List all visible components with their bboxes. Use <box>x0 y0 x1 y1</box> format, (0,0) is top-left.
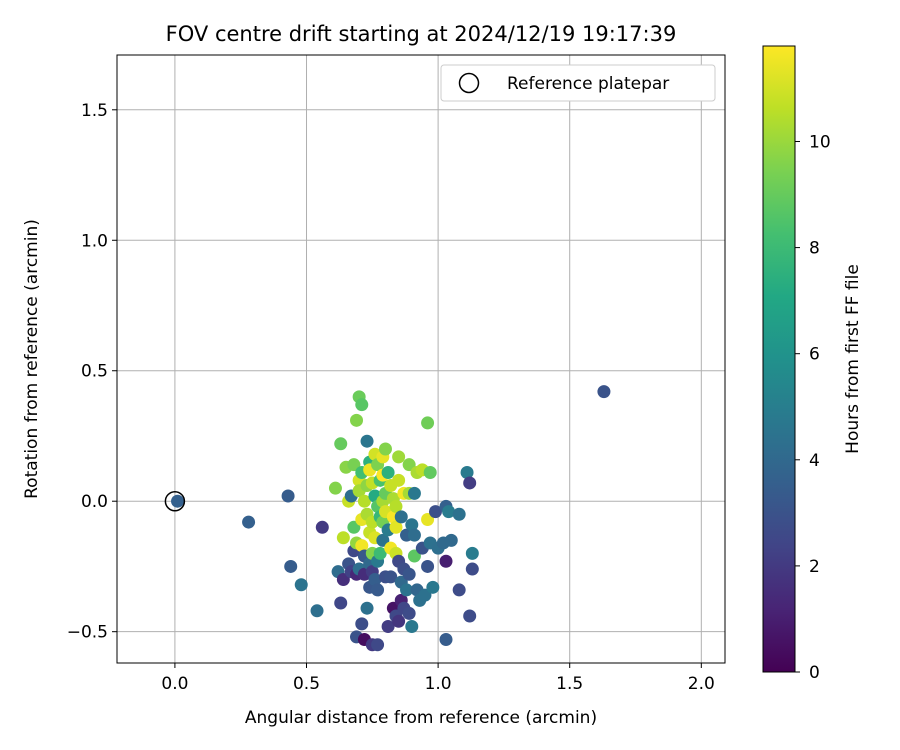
data-point <box>294 578 308 592</box>
data-point <box>418 588 432 602</box>
data-point <box>355 617 369 631</box>
data-point <box>355 398 369 412</box>
data-point <box>355 539 369 553</box>
colorbar-tick-label: 10 <box>809 132 831 152</box>
data-point <box>421 512 435 526</box>
data-point <box>371 583 385 597</box>
data-point <box>315 520 329 534</box>
data-point <box>423 466 437 480</box>
data-point <box>389 520 403 534</box>
data-point <box>426 580 440 594</box>
x-tick-label: 0.0 <box>161 674 188 694</box>
data-point <box>439 633 453 647</box>
y-axis-label: Rotation from reference (arcmin) <box>22 219 42 499</box>
data-point <box>368 572 382 586</box>
data-point <box>360 434 374 448</box>
data-point <box>402 606 416 620</box>
data-point <box>405 619 419 633</box>
x-tick-label: 1.5 <box>556 674 583 694</box>
data-point <box>336 572 350 586</box>
data-point <box>334 437 348 451</box>
data-point <box>407 486 421 500</box>
data-point <box>376 533 390 547</box>
data-point <box>334 596 348 610</box>
data-point <box>242 515 256 529</box>
grid-lines <box>117 55 725 663</box>
chart-title: FOV centre drift starting at 2024/12/19 … <box>166 22 677 46</box>
y-axis-ticks: −0.5 0.0 0.5 1.0 1.5 <box>67 101 117 643</box>
data-point <box>421 416 435 430</box>
data-point <box>392 614 406 628</box>
colorbar: 0 2 4 6 8 10 Hours from first FF file <box>762 45 863 683</box>
data-point <box>442 505 456 519</box>
legend-marker-circle <box>458 72 480 94</box>
data-point <box>402 458 416 472</box>
data-point <box>439 554 453 568</box>
colorbar-label: Hours from first FF file <box>843 264 863 454</box>
data-point <box>347 520 361 534</box>
plot-frame <box>116 54 726 664</box>
data-point <box>378 442 392 456</box>
colorbar-tick-label: 0 <box>809 663 820 683</box>
data-point <box>452 583 466 597</box>
data-point <box>597 385 611 399</box>
data-point <box>336 531 350 545</box>
data-point <box>421 559 435 573</box>
data-point <box>357 494 371 508</box>
x-tick-label: 0.5 <box>293 674 320 694</box>
data-point <box>360 601 374 615</box>
reference-marker <box>164 490 186 512</box>
data-point <box>389 499 403 513</box>
data-point <box>428 505 442 519</box>
colorbar-tick-label: 2 <box>809 557 820 577</box>
data-point <box>465 546 479 560</box>
y-tick-label: 1.0 <box>81 231 108 251</box>
data-point <box>405 518 419 532</box>
y-tick-label: 1.5 <box>81 101 108 121</box>
data-point <box>392 473 406 487</box>
x-tick-label: 1.0 <box>425 674 452 694</box>
data-point <box>371 638 385 652</box>
data-point <box>392 450 406 464</box>
y-tick-label: 0.5 <box>81 362 108 382</box>
y-tick-label: −0.5 <box>67 623 108 643</box>
data-point <box>381 466 395 480</box>
data-point <box>350 413 364 427</box>
x-axis-ticks: 0.0 0.5 1.0 1.5 2.0 <box>161 663 715 694</box>
data-point <box>284 559 298 573</box>
x-tick-label: 2.0 <box>688 674 715 694</box>
data-point <box>465 562 479 576</box>
data-point <box>402 567 416 581</box>
data-point <box>460 466 474 480</box>
colorbar-tick-label: 8 <box>809 239 820 259</box>
data-point <box>381 619 395 633</box>
data-point <box>328 481 342 495</box>
data-point <box>394 510 408 524</box>
scatter-points <box>164 385 611 652</box>
data-point <box>400 583 414 597</box>
data-point <box>384 570 398 584</box>
x-axis-label: Angular distance from reference (arcmin) <box>245 708 597 728</box>
data-point <box>452 507 466 521</box>
legend-entry: Reference platepar <box>507 74 669 94</box>
legend: Reference platepar <box>440 64 716 102</box>
y-tick-label: 0.0 <box>81 492 108 512</box>
colorbar-tick-label: 6 <box>809 345 820 365</box>
data-point <box>171 494 185 508</box>
data-point <box>463 609 477 623</box>
data-point <box>407 549 421 563</box>
data-point <box>310 604 324 618</box>
colorbar-gradient <box>762 45 796 673</box>
data-point <box>407 528 421 542</box>
colorbar-ticks: 0 2 4 6 8 10 <box>795 132 831 683</box>
colorbar-tick-label: 4 <box>809 451 820 471</box>
legend-box <box>440 64 716 102</box>
data-point <box>444 533 458 547</box>
data-point <box>281 489 295 503</box>
data-point <box>463 476 477 490</box>
data-point <box>373 546 387 560</box>
data-point <box>347 458 361 472</box>
